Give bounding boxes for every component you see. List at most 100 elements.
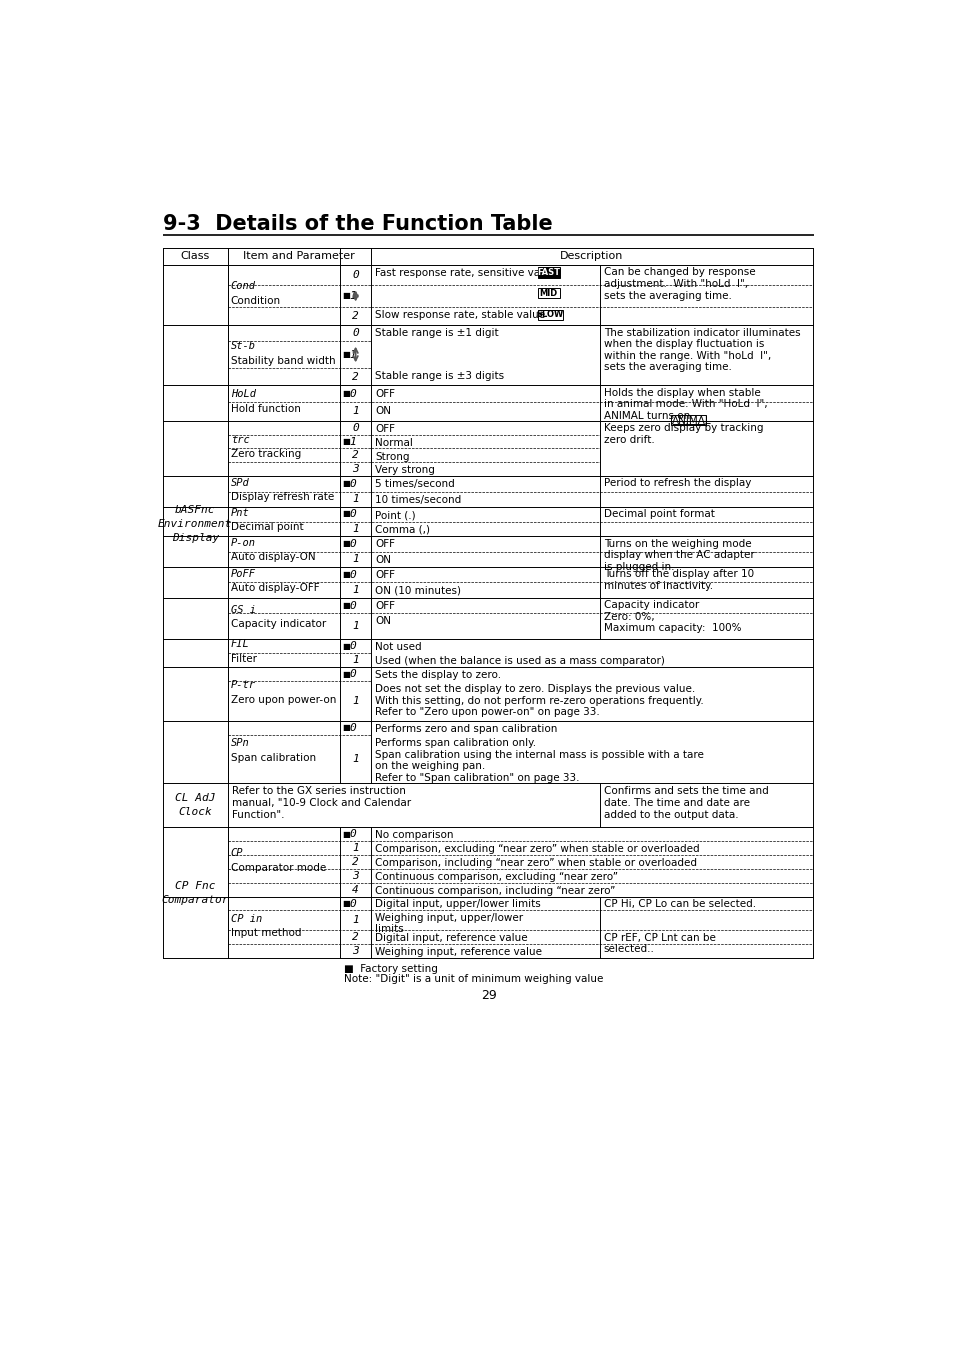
- Text: 2: 2: [352, 451, 358, 460]
- Text: ■: ■: [342, 350, 350, 359]
- Text: Can be changed by response
adjustment.  With "hoLd  I",
sets the averaging time.: Can be changed by response adjustment. W…: [603, 267, 755, 301]
- Bar: [537, 310, 562, 320]
- Text: Performs zero and span calibration: Performs zero and span calibration: [375, 724, 557, 734]
- Text: 1: 1: [352, 697, 358, 706]
- Text: ■: ■: [342, 292, 350, 301]
- Text: Holds the display when stable
in animal mode. With "HoLd  I",
ANIMAL turns on.: Holds the display when stable in animal …: [603, 387, 766, 421]
- Text: 1: 1: [352, 406, 358, 417]
- Text: 4: 4: [352, 884, 358, 895]
- Text: ON: ON: [375, 617, 391, 626]
- Text: Auto display-OFF: Auto display-OFF: [231, 583, 319, 593]
- Text: Note: "Digit" is a unit of minimum weighing value: Note: "Digit" is a unit of minimum weigh…: [344, 973, 602, 984]
- Text: CP: CP: [231, 848, 243, 859]
- Text: 9-3  Details of the Function Table: 9-3 Details of the Function Table: [163, 215, 553, 235]
- Text: trc: trc: [231, 435, 250, 444]
- Text: CP Fnc
Comparator: CP Fnc Comparator: [161, 880, 229, 905]
- Text: FIL: FIL: [231, 640, 250, 649]
- Text: Point (.): Point (.): [375, 510, 416, 520]
- Text: Pnt: Pnt: [231, 508, 250, 518]
- Text: Hold function: Hold function: [231, 404, 300, 414]
- Text: Comma (,): Comma (,): [375, 525, 430, 535]
- Text: FAST: FAST: [537, 269, 559, 277]
- Text: Comparison, including “near zero” when stable or overloaded: Comparison, including “near zero” when s…: [375, 859, 697, 868]
- Text: 0: 0: [349, 641, 355, 651]
- Text: Zero tracking: Zero tracking: [231, 450, 301, 459]
- Text: Strong: Strong: [375, 451, 409, 462]
- Text: SPd: SPd: [231, 478, 250, 487]
- Text: Not used: Not used: [375, 643, 421, 652]
- Text: Turns on the weighing mode
display when the AC adapter
is plugged in.: Turns on the weighing mode display when …: [603, 539, 754, 572]
- Text: 0: 0: [349, 389, 355, 398]
- Text: Performs span calibration only.
Span calibration using the internal mass is poss: Performs span calibration only. Span cal…: [375, 738, 703, 783]
- Text: 0: 0: [349, 829, 355, 840]
- Text: Confirms and sets the time and
date. The time and date are
added to the output d: Confirms and sets the time and date. The…: [603, 787, 767, 819]
- Text: 5 times/second: 5 times/second: [375, 479, 455, 489]
- Text: SLOW: SLOW: [536, 310, 563, 320]
- Text: Input method: Input method: [231, 929, 301, 938]
- Text: 10 times/second: 10 times/second: [375, 494, 460, 505]
- Text: No comparison: No comparison: [375, 830, 453, 840]
- Text: OFF: OFF: [375, 539, 395, 549]
- Text: ■: ■: [342, 641, 350, 651]
- Text: Continuous comparison, excluding “near zero”: Continuous comparison, excluding “near z…: [375, 872, 618, 882]
- Text: ■: ■: [342, 509, 350, 518]
- Text: OFF: OFF: [375, 601, 395, 612]
- Text: Item and Parameter: Item and Parameter: [243, 251, 355, 262]
- Text: 0: 0: [352, 423, 358, 432]
- Text: 3: 3: [352, 464, 358, 474]
- Text: 1: 1: [352, 524, 358, 533]
- Text: Refer to the GX series instruction
manual, "10-9 Clock and Calendar
Function".: Refer to the GX series instruction manua…: [232, 787, 411, 819]
- Text: OFF: OFF: [375, 570, 395, 580]
- Text: Weighing input, upper/lower
limits: Weighing input, upper/lower limits: [375, 913, 522, 934]
- Text: 2: 2: [352, 371, 358, 382]
- Text: 2: 2: [352, 310, 358, 321]
- Text: 0: 0: [349, 570, 355, 579]
- Text: ■  Factory setting: ■ Factory setting: [344, 964, 437, 975]
- Text: 0: 0: [352, 270, 358, 281]
- Bar: [537, 289, 559, 298]
- Text: Slow response rate, stable value: Slow response rate, stable value: [375, 310, 544, 320]
- Text: 3: 3: [352, 946, 358, 956]
- Text: 1: 1: [352, 655, 358, 666]
- Text: Decimal point format: Decimal point format: [603, 509, 714, 520]
- Text: Comparison, excluding “near zero” when stable or overloaded: Comparison, excluding “near zero” when s…: [375, 844, 699, 855]
- Text: ■: ■: [342, 670, 350, 679]
- Text: Sets the display to zero.: Sets the display to zero.: [375, 670, 500, 680]
- Text: Turns off the display after 10
minutes of inactivity.: Turns off the display after 10 minutes o…: [603, 570, 753, 591]
- Text: ■: ■: [342, 830, 350, 838]
- Text: OFF: OFF: [375, 424, 395, 433]
- Text: ■: ■: [342, 570, 350, 579]
- Text: Fast response rate, sensitive value: Fast response rate, sensitive value: [375, 269, 556, 278]
- Text: Used (when the balance is used as a mass comparator): Used (when the balance is used as a mass…: [375, 656, 664, 667]
- Text: Period to refresh the display: Period to refresh the display: [603, 478, 750, 489]
- Text: Keeps zero display by tracking
zero drift.: Keeps zero display by tracking zero drif…: [603, 423, 762, 444]
- Text: Weighing input, reference value: Weighing input, reference value: [375, 946, 541, 957]
- Text: P-tr: P-tr: [231, 680, 255, 690]
- Text: Cond: Cond: [231, 281, 255, 292]
- Text: CP rEF, CP Lnt can be
selected..: CP rEF, CP Lnt can be selected..: [603, 933, 715, 954]
- Text: ■: ■: [342, 899, 350, 909]
- Text: 0: 0: [349, 539, 355, 549]
- Text: P-on: P-on: [231, 537, 255, 548]
- Text: Span calibration: Span calibration: [231, 752, 315, 763]
- Text: 29: 29: [480, 990, 497, 1002]
- Text: ON: ON: [375, 406, 391, 416]
- Bar: [537, 267, 559, 278]
- Text: 1: 1: [352, 753, 358, 764]
- Text: Auto display-ON: Auto display-ON: [231, 552, 315, 563]
- Text: 1: 1: [352, 842, 358, 853]
- Text: OFF: OFF: [375, 389, 395, 400]
- Text: Stability band width: Stability band width: [231, 356, 335, 366]
- Text: Does not set the display to zero. Displays the previous value.
With this setting: Does not set the display to zero. Displa…: [375, 684, 703, 717]
- Text: Stable range is ±3 digits: Stable range is ±3 digits: [375, 371, 503, 382]
- Text: 1: 1: [352, 494, 358, 505]
- Text: Display refresh rate: Display refresh rate: [231, 493, 334, 502]
- Text: Condition: Condition: [231, 296, 281, 306]
- Text: ON (10 minutes): ON (10 minutes): [375, 586, 460, 595]
- Text: ■: ■: [342, 479, 350, 489]
- Text: SPn: SPn: [231, 738, 250, 748]
- Text: 0: 0: [352, 328, 358, 338]
- Text: St-b: St-b: [231, 342, 255, 351]
- Text: 3: 3: [352, 871, 358, 880]
- Text: Capacity indicator
Zero: 0%,
Maximum capacity:  100%: Capacity indicator Zero: 0%, Maximum cap…: [603, 601, 740, 633]
